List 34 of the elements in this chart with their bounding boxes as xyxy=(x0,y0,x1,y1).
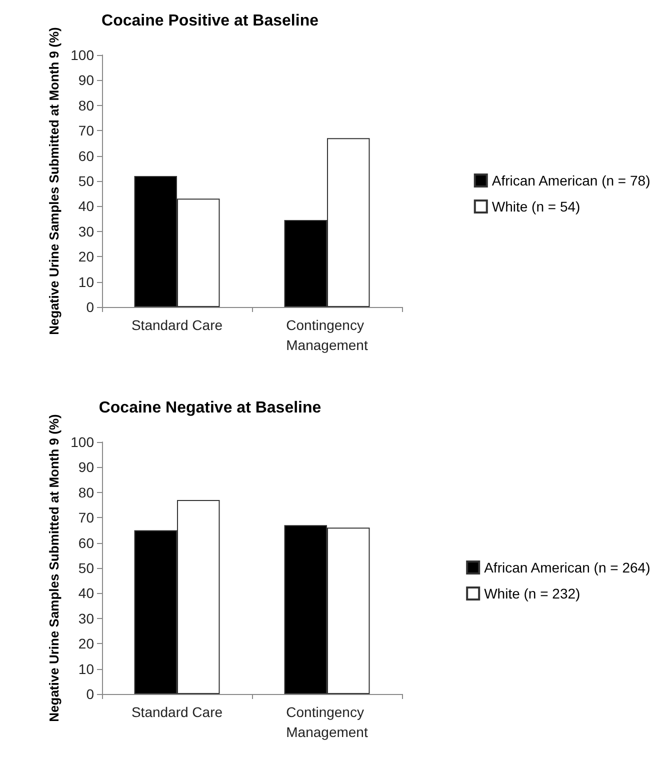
y-tick-label: 60 xyxy=(78,534,94,551)
y-tick-label: 10 xyxy=(78,660,94,677)
y-tick-label: 20 xyxy=(78,248,94,265)
y-tick-label: 10 xyxy=(78,274,94,290)
chart-title: Cocaine Negative at Baseline xyxy=(98,400,322,416)
y-tick-label: 100 xyxy=(70,434,94,450)
y-axis-title: Negative Urine Samples Submitted at Month 9 (%) xyxy=(46,27,62,335)
legend-label: White (n = 54) xyxy=(492,198,580,214)
y-tick-label: 30 xyxy=(78,223,94,240)
y-tick-label: 60 xyxy=(78,148,94,164)
y-tick-label: 30 xyxy=(78,610,94,626)
y-tick-label: 100 xyxy=(70,47,94,63)
x-tick-label: Contingency Management xyxy=(286,317,368,353)
x-tick-label: Standard Care xyxy=(131,317,223,333)
legend-label: White (n = 232) xyxy=(484,586,580,602)
y-tick-label: 20 xyxy=(78,636,94,652)
y-tick-label: 50 xyxy=(78,173,94,189)
chart-title: Cocaine Positive at Baseline xyxy=(102,12,319,30)
y-tick-label: 70 xyxy=(78,122,94,139)
y-tick-label: 90 xyxy=(78,459,94,476)
y-tick-label: 80 xyxy=(78,97,94,114)
legend-label: African American (n = 264) xyxy=(484,560,650,576)
y-tick-label: 40 xyxy=(78,198,94,214)
x-tick-label: Standard Care xyxy=(131,704,223,720)
y-tick-label: 0 xyxy=(86,686,94,702)
y-tick-label: 40 xyxy=(78,585,94,602)
y-tick-label: 70 xyxy=(78,510,94,526)
y-tick-label: 50 xyxy=(78,560,94,576)
legend-label: African American (n = 78) xyxy=(492,172,650,188)
y-axis-title: Negative Urine Samples Submitted at Month 9 (%) xyxy=(46,414,62,722)
x-tick-label: Contingency Management xyxy=(286,704,368,740)
y-tick-label: 80 xyxy=(78,484,94,500)
y-tick-label: 90 xyxy=(78,72,94,88)
y-tick-label: 0 xyxy=(86,299,94,315)
